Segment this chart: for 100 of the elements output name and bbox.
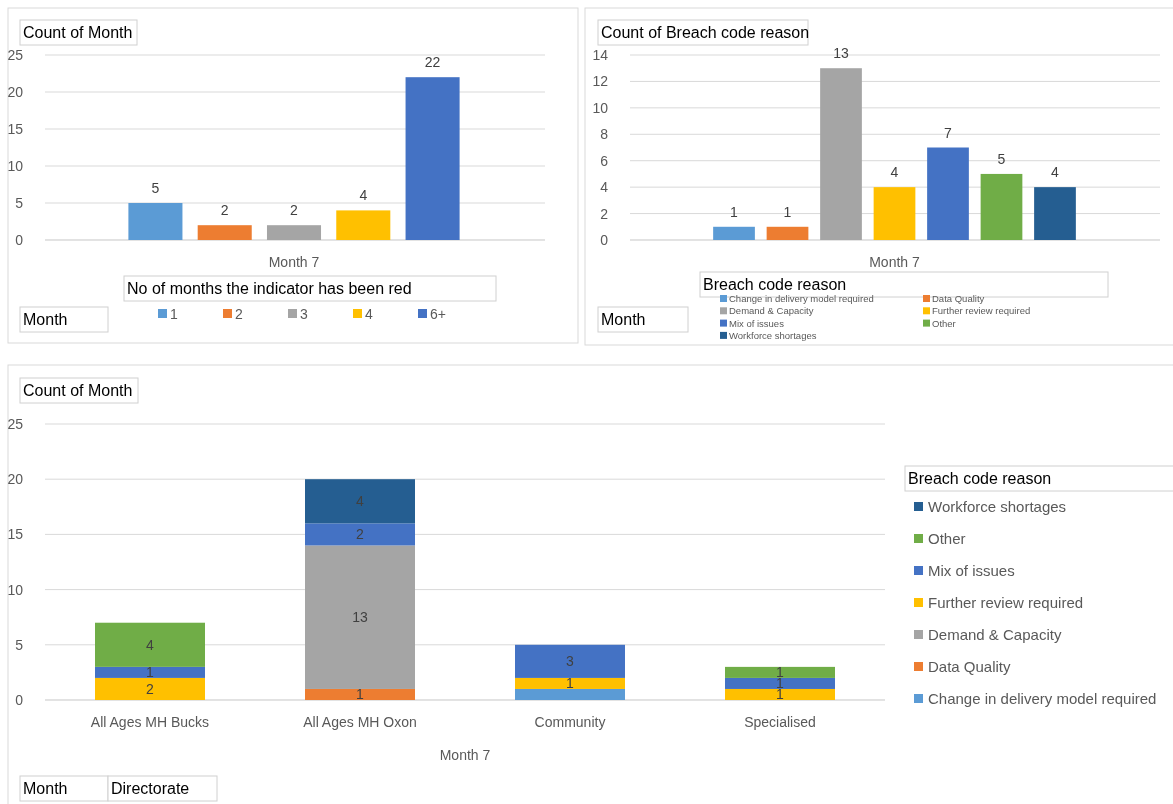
y-tick-label: 0 (15, 232, 24, 248)
bar (405, 77, 460, 240)
bar (515, 677, 625, 689)
y-tick-label: 10 (592, 99, 609, 116)
legend-label: Data Quality (928, 658, 1012, 675)
data-label: 4 (890, 164, 899, 181)
legend-label: Mix of issues (729, 317, 785, 329)
bar (305, 523, 415, 546)
legend-label: Data Quality (932, 293, 985, 304)
legend-label: Workforce shortages (729, 329, 817, 341)
bar (336, 210, 391, 240)
bar (305, 479, 415, 524)
y-tick-label: 25 (7, 416, 24, 432)
bar (266, 225, 322, 240)
data-label: 1 (356, 686, 365, 703)
data-label: 4 (359, 187, 368, 204)
y-tick-label: 10 (7, 158, 24, 174)
data-label: 2 (220, 202, 229, 219)
data-label: 13 (833, 45, 849, 62)
bar (95, 677, 205, 700)
x-tick-label: Specialised (744, 714, 816, 730)
y-tick-label: 0 (600, 232, 609, 248)
bar (766, 226, 809, 240)
bar (95, 622, 205, 667)
bar (515, 688, 625, 700)
legend-title: Breach code reason (908, 470, 1052, 487)
data-label: 5 (151, 180, 160, 196)
data-label: 1 (146, 664, 155, 681)
data-label: 1 (730, 203, 739, 220)
text: Directorate (111, 780, 190, 797)
legend-label: Workforce shortages (928, 498, 1067, 515)
data-label: 2 (356, 526, 365, 543)
bar (980, 173, 1023, 240)
legend-label: Change in delivery model required (729, 293, 874, 304)
x-tick-label: All Ages MH Oxon (303, 714, 417, 730)
y-tick-label: 12 (592, 73, 609, 90)
x-tick-label: Community (534, 714, 606, 730)
data-label: 2 (290, 202, 299, 219)
x-tick-label: All Ages MH Bucks (90, 714, 210, 730)
legend-label: 6+ (430, 306, 446, 322)
y-tick-label: 15 (7, 526, 24, 543)
bar (725, 666, 835, 678)
data-label: 4 (1051, 164, 1060, 181)
legend-label: Further review required (928, 594, 1084, 611)
y-tick-label: 5 (15, 636, 24, 653)
bar (725, 688, 835, 700)
data-label: 1 (783, 203, 792, 220)
data-label: 3 (566, 653, 575, 670)
bar (1034, 187, 1076, 240)
data-label: 7 (944, 124, 953, 141)
y-tick-label: 10 (7, 581, 24, 598)
legend-label: Demand & Capacity (928, 626, 1062, 643)
y-tick-label: 20 (7, 471, 24, 488)
data-label: 13 (352, 609, 368, 626)
text: Month (23, 311, 68, 328)
legend-label: 1 (170, 306, 178, 322)
bar (305, 545, 415, 689)
y-tick-label: 14 (592, 47, 609, 63)
data-label: 5 (997, 150, 1006, 167)
y-tick-label: 6 (600, 152, 609, 169)
bar (713, 226, 755, 240)
data-label: 4 (146, 636, 155, 653)
legend-label: 4 (365, 306, 373, 322)
bar (95, 666, 205, 678)
legend-title: Breach code reason (703, 276, 847, 293)
y-tick-label: 8 (600, 126, 609, 143)
legend-label: 3 (300, 306, 308, 322)
x-axis-title: Month 7 (439, 747, 491, 763)
y-tick-label: 5 (15, 195, 24, 211)
data-label: 22 (424, 54, 441, 71)
legend-label: Demand & Capacity (729, 305, 814, 317)
data-label: 1 (566, 675, 575, 692)
bar (128, 203, 183, 240)
legend-label: Other (932, 317, 956, 329)
y-tick-label: 15 (7, 121, 24, 137)
y-tick-label: 0 (15, 692, 24, 708)
legend-label: Mix of issues (928, 562, 1015, 579)
legend-label: Further review required (932, 305, 1031, 317)
bar (305, 688, 415, 700)
bar (197, 225, 252, 240)
bar (873, 187, 916, 240)
bar (820, 68, 862, 240)
bar (927, 147, 969, 240)
legend-label: 2 (235, 306, 243, 322)
text: Month (601, 311, 646, 328)
y-tick-label: 25 (7, 47, 24, 63)
legend-title: No of months the indicator has been red (127, 280, 412, 297)
text: Month (23, 780, 68, 797)
y-tick-label: 4 (600, 179, 609, 196)
data-label: 4 (356, 493, 365, 510)
legend-label: Other (928, 530, 966, 547)
chart-title: Count of Month (23, 24, 133, 41)
chart-title: Count of Month (23, 382, 133, 399)
y-tick-label: 2 (600, 205, 609, 222)
y-tick-label: 20 (7, 84, 24, 100)
bar (725, 677, 835, 689)
data-label: 2 (146, 680, 155, 697)
chart-title: Count of Breach code reason (601, 24, 810, 41)
legend-label: Change in delivery model required (928, 690, 1157, 707)
bar (515, 644, 625, 678)
